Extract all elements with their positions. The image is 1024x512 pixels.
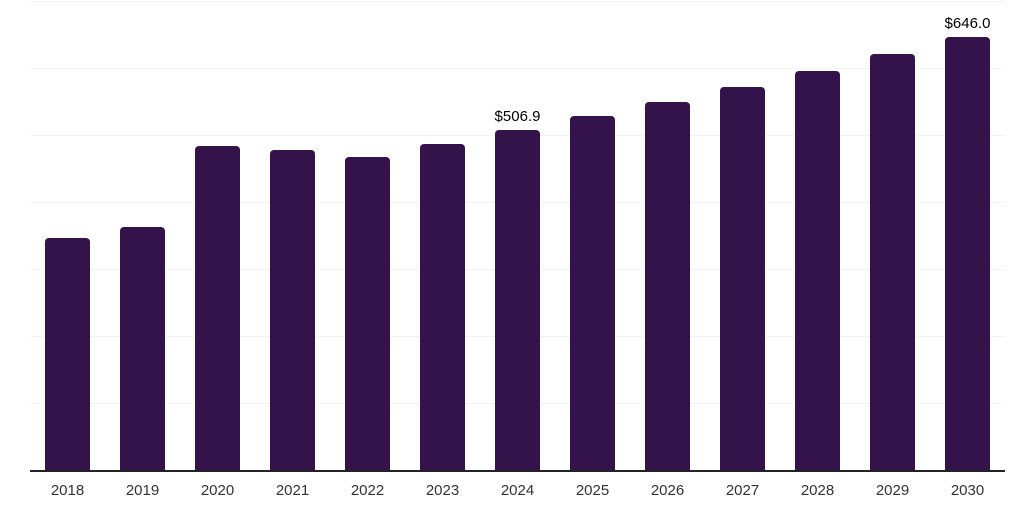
bar[interactable] (120, 226, 165, 470)
bar-slot (855, 1, 930, 470)
x-axis-label: 2030 (950, 482, 985, 499)
x-axis-label: 2026 (650, 482, 685, 499)
x-axis-label: 2018 (50, 482, 85, 499)
bar-slot: $646.0 (930, 1, 1005, 470)
bar-slot (30, 1, 105, 470)
x-axis-label: 2028 (800, 482, 835, 499)
x-axis-label: 2023 (425, 482, 460, 499)
bar-slot (630, 1, 705, 470)
x-axis-labels: 2018 2019 2020 2021 2022 2023 2024 2025 2026 2027… (30, 481, 1005, 501)
x-axis-label: 2025 (575, 482, 610, 499)
gridline (30, 1, 1005, 2)
x-axis-label: 2020 (200, 482, 235, 499)
bar-value-label: $506.9 (494, 108, 541, 126)
x-axis-label: 2022 (350, 482, 385, 499)
bar-slot (105, 1, 180, 470)
x-axis-label: 2021 (275, 482, 310, 499)
bar[interactable]: $646.0 (945, 15, 990, 470)
x-axis-label: 2024 (500, 482, 535, 499)
bar[interactable] (195, 145, 240, 470)
bar[interactable] (645, 101, 690, 470)
bar-slot (780, 1, 855, 470)
bar[interactable] (45, 238, 90, 470)
bars-container: $506.9 $646.0 (30, 1, 1005, 470)
bar[interactable] (870, 54, 915, 470)
bar-slot (555, 1, 630, 470)
bar[interactable] (720, 86, 765, 470)
bar-slot (405, 1, 480, 470)
bar[interactable] (270, 150, 315, 470)
bar[interactable] (345, 157, 390, 470)
bar[interactable] (420, 143, 465, 470)
x-axis-label: 2019 (125, 482, 160, 499)
plot-area: $506.9 $646.0 (30, 1, 1005, 470)
bar-slot (330, 1, 405, 470)
bar-slot: $506.9 (480, 1, 555, 470)
bar[interactable] (795, 70, 840, 470)
x-axis-label: 2029 (875, 482, 910, 499)
bar[interactable]: $506.9 (495, 108, 540, 470)
gridline (30, 68, 1005, 69)
x-axis-label: 2027 (725, 482, 760, 499)
x-axis-line (30, 470, 1005, 472)
bar[interactable] (570, 116, 615, 470)
bar-value-label: $646.0 (944, 15, 991, 33)
bar-slot (705, 1, 780, 470)
bar-slot (255, 1, 330, 470)
bar-slot (180, 1, 255, 470)
